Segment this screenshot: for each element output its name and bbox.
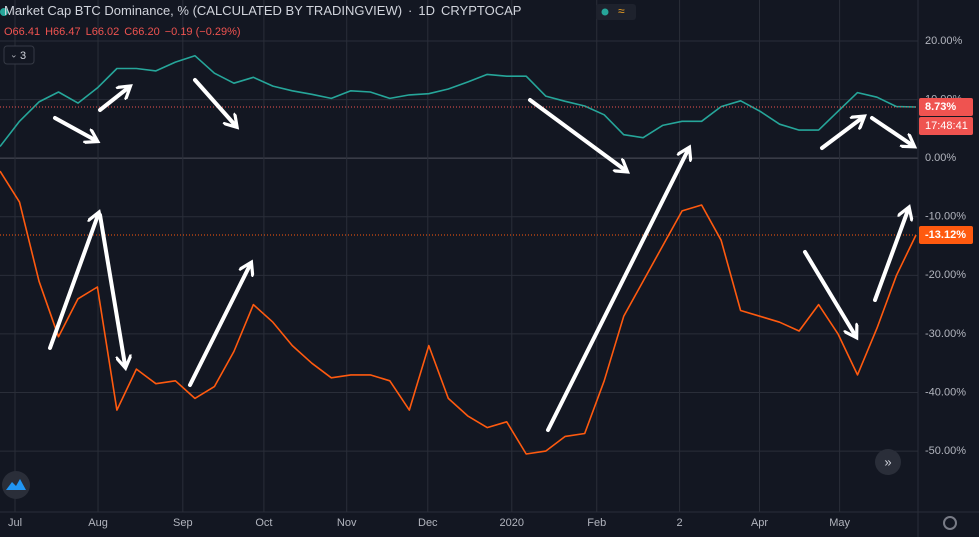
x-tick-label: 2 [677,517,683,529]
x-tick-label: Jul [8,517,22,529]
settings-button[interactable] [943,516,957,530]
x-tick-label: Aug [88,517,108,529]
y-tick-label: -10.00% [925,211,966,223]
price-label-box [919,98,973,117]
arrow [803,250,855,335]
open: O66.41 [4,26,40,38]
logo[interactable] [2,471,30,499]
price-label-box [919,226,973,245]
x-tick-label: May [829,517,850,529]
y-tick-label: -40.00% [925,386,966,398]
status-badge[interactable] [596,4,636,20]
status-dot [0,8,8,16]
low: L66.02 [86,26,120,38]
close: C66.20 [124,26,159,38]
ohlc: O66.41 H66.47 L66.02 C66.20 −0.19 (−0.29%) [4,26,241,38]
indicators-count: 3 [20,50,26,62]
series-line [0,54,917,147]
axis-labels: 20.00%10.00%0.00%-10.00%-20.00%-30.00%-4… [8,35,973,529]
series [0,54,918,455]
arrow [48,215,98,350]
y-tick-label: 20.00% [925,35,963,47]
arrow [53,116,95,140]
arrow [98,88,128,112]
x-tick-label: Apr [751,517,768,529]
high: H66.47 [45,26,80,38]
price-label: -13.12% [925,229,966,241]
logo-icon [6,479,26,490]
arrow [193,78,235,125]
sep: · [408,3,412,18]
arrow [528,98,625,170]
countdown: 17:48:41 [925,120,968,132]
y-tick-label: -30.00% [925,328,966,340]
arrow [188,265,250,387]
change: −0.19 (−0.29%) [165,26,241,38]
status-dot [601,8,609,16]
scroll-button[interactable] [875,449,901,475]
arrow [98,213,125,365]
series-line [0,170,917,455]
annotations [48,78,912,432]
indicators-toggle[interactable] [3,45,35,65]
chevron: ⌄ [10,49,18,59]
y-tick-label: -50.00% [925,445,966,457]
chart-title: Market Cap BTC Dominance, % (CALCULATED … [4,3,521,18]
arrow [873,210,908,302]
x-tick-label: Sep [173,517,193,529]
arrow [546,150,688,432]
title: Market Cap BTC Dominance, % (CALCULATED … [4,3,402,18]
scroll-icon: » [884,454,891,469]
arrow [820,118,862,150]
grid [0,0,918,512]
x-tick-label: 2020 [500,517,524,529]
x-tick-label: Nov [337,517,357,529]
x-tick-label: Dec [418,517,438,529]
exchange: CRYPTOCAP [441,3,521,18]
countdown-box [919,117,973,136]
arrow [870,116,912,145]
x-tick-label: Oct [255,517,272,529]
price-label: 8.73% [925,101,956,113]
y-tick-label: 0.00% [925,152,956,164]
x-tick-label: Feb [587,517,606,529]
interval: 1D [418,3,435,18]
y-tick-label: -20.00% [925,269,966,281]
status-icon: ≈ [618,4,625,18]
